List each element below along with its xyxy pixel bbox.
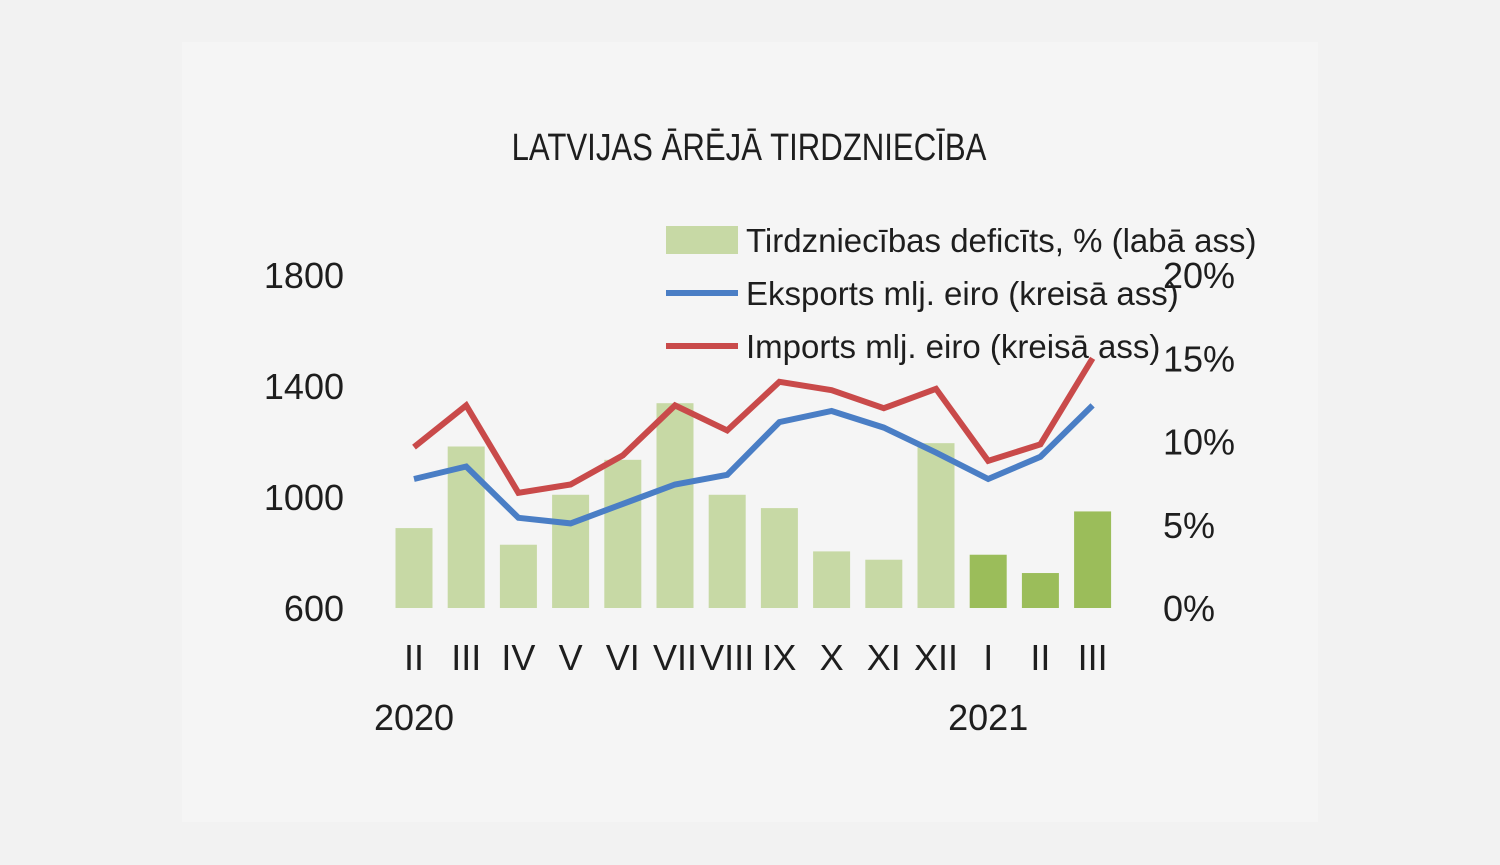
x-tick-label: I: [983, 637, 993, 678]
x-tick-label: II: [404, 637, 424, 678]
x-tick-label: VI: [606, 637, 640, 678]
deficit-bar: [552, 494, 590, 608]
x-tick-label: IX: [762, 637, 796, 678]
right-tick-label: 0%: [1163, 588, 1215, 629]
year-labels: 2020 2021: [374, 697, 1028, 738]
chart-title: LATVIJAS ĀRĒJĀ TIRDZNIECĪBA: [512, 127, 988, 169]
x-axis-labels: II III IV V VI VII VIII IX X XI XII I II III: [404, 637, 1108, 678]
deficit-bars: [395, 403, 1112, 608]
right-tick-label: 15%: [1163, 338, 1235, 379]
legend-label-import: Imports mlj. eiro (kreisā ass): [746, 328, 1160, 365]
deficit-bar: [395, 528, 433, 608]
x-tick-label: II: [1030, 637, 1050, 678]
deficit-bar: [917, 443, 955, 608]
deficit-bar: [447, 446, 485, 608]
deficit-bar: [813, 551, 851, 608]
x-tick-label: V: [559, 637, 583, 678]
deficit-bar: [656, 403, 694, 608]
deficit-bar: [604, 459, 642, 608]
right-axis-ticks: 0% 5% 10% 15% 20%: [1163, 255, 1235, 629]
export-line: [413, 403, 1095, 527]
x-tick-label: VIII: [700, 637, 754, 678]
x-tick-label: VII: [653, 637, 697, 678]
deficit-bar: [499, 544, 537, 608]
legend-swatch-deficit: [666, 226, 738, 254]
legend: Tirdzniecības deficīts, % (labā ass) Eks…: [666, 222, 1256, 365]
legend-label-export: Eksports mlj. eiro (kreisā ass): [746, 275, 1179, 312]
deficit-bar: [1021, 573, 1059, 608]
chart-panel: [182, 42, 1318, 822]
deficit-bar: [760, 508, 798, 608]
right-tick-label: 5%: [1163, 505, 1215, 546]
x-tick-label: IV: [501, 637, 535, 678]
left-tick-label: 600: [284, 588, 344, 629]
left-axis-ticks: 600 1000 1400 1800: [264, 255, 344, 629]
x-tick-label: XII: [914, 637, 958, 678]
deficit-bar: [865, 559, 903, 608]
deficit-bar: [708, 494, 746, 608]
left-tick-label: 1400: [264, 366, 344, 407]
x-tick-label: III: [1078, 637, 1108, 678]
right-tick-label: 10%: [1163, 422, 1235, 463]
right-tick-label: 20%: [1163, 255, 1235, 296]
legend-label-deficit: Tirdzniecības deficīts, % (labā ass): [746, 222, 1256, 259]
left-tick-label: 1800: [264, 255, 344, 296]
x-tick-label: X: [820, 637, 844, 678]
year-label: 2020: [374, 697, 454, 738]
x-tick-label: XI: [867, 637, 901, 678]
import-line: [412, 356, 1096, 497]
deficit-bar: [1074, 511, 1112, 608]
deficit-bar: [969, 554, 1007, 608]
left-tick-label: 1000: [264, 477, 344, 518]
x-tick-label: III: [451, 637, 481, 678]
trade-lines: [412, 356, 1096, 527]
year-label: 2021: [948, 697, 1028, 738]
